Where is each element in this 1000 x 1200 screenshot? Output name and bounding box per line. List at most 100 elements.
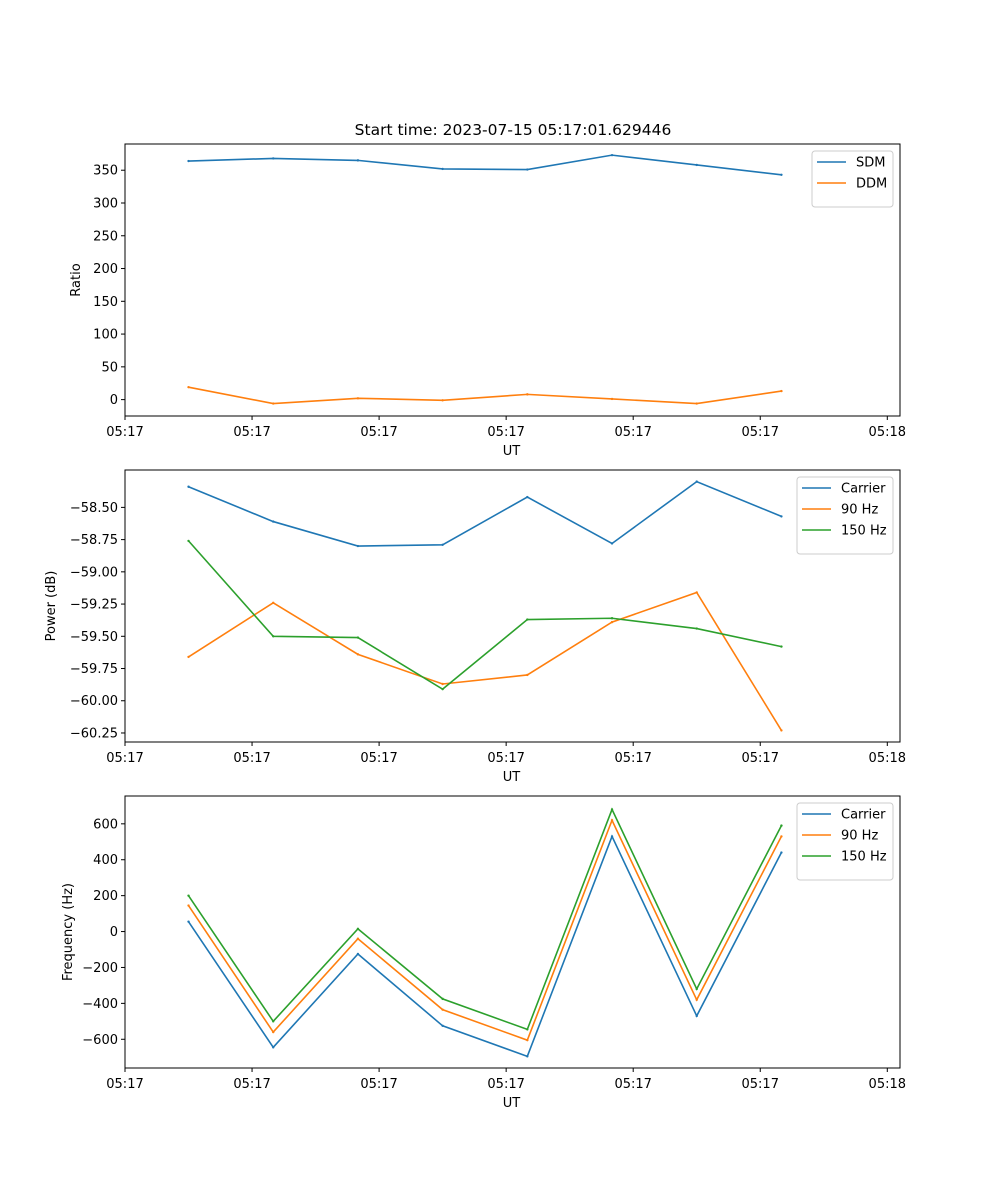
data-point-carrier: [441, 543, 444, 546]
legend-label-90-hz: 90 Hz: [841, 503, 878, 518]
data-point-carrier: [356, 952, 360, 956]
x-tick-label: 05:17: [233, 425, 270, 440]
x-tick-label: 05:17: [742, 1077, 779, 1092]
data-point-carrier: [695, 480, 698, 483]
data-point-150-hz: [526, 618, 529, 621]
x-tick-label: 05:17: [106, 1077, 143, 1092]
data-point-90-hz: [272, 601, 275, 604]
data-point-90-hz: [441, 682, 444, 686]
y-tick-label: 350: [93, 164, 118, 179]
legend: Carrier 90 Hz 150 Hz: [796, 476, 894, 555]
y-tick-label: −400: [82, 997, 118, 1012]
x-tick-label: 05:17: [614, 425, 651, 440]
x-tick-label: 05:18: [869, 1077, 906, 1092]
y-tick-label: 0: [110, 925, 118, 940]
data-point-sdm: [356, 159, 360, 162]
y-tick-label: −59.50: [70, 630, 118, 645]
data-point-150-hz: [780, 645, 783, 648]
legend: Carrier 90 Hz 150 Hz: [796, 802, 894, 881]
figure-title: Start time: 2023-07-15 05:17:01.629446: [355, 121, 672, 139]
data-point-150-hz: [272, 1020, 275, 1023]
data-point-150-hz: [526, 1028, 529, 1031]
series-line-150-hz: [187, 540, 782, 691]
legend-box: [796, 476, 894, 555]
y-tick-label: 250: [93, 229, 118, 244]
data-point-ddm: [610, 397, 614, 401]
legend-box: [811, 150, 894, 208]
legend: SDM DDM: [811, 150, 894, 208]
y-tick-label: −58.50: [70, 501, 118, 516]
data-point-sdm: [695, 163, 698, 167]
y-axis-label: Frequency (Hz): [61, 883, 76, 981]
x-tick-label: 05:17: [614, 1077, 651, 1092]
data-point-ddm: [187, 385, 190, 389]
data-point-150-hz: [187, 539, 190, 543]
data-point-sdm: [272, 157, 275, 160]
x-tick-label: 05:17: [360, 425, 397, 440]
data-point-90-hz: [610, 620, 614, 624]
data-point-90-hz: [780, 729, 783, 732]
legend-label-ddm: DDM: [856, 177, 887, 192]
data-point-90-hz: [695, 998, 698, 1001]
x-tick-label: 05:17: [742, 425, 779, 440]
data-point-ddm: [526, 393, 529, 396]
data-point-carrier: [441, 1024, 444, 1028]
x-tick-label: 05:17: [614, 751, 651, 766]
data-point-carrier: [610, 542, 614, 545]
x-tick-label: 05:17: [233, 1077, 270, 1092]
data-point-carrier: [695, 1014, 698, 1018]
data-point-carrier: [356, 544, 360, 548]
data-point-90-hz: [187, 904, 190, 907]
data-point-90-hz: [441, 1008, 444, 1011]
series-line-150-hz: [187, 807, 783, 1031]
series-line-sdm: [188, 154, 782, 176]
y-tick-label: −59.75: [70, 662, 118, 677]
y-tick-label: −600: [82, 1033, 118, 1048]
data-point-carrier: [526, 495, 529, 499]
data-point-150-hz: [695, 987, 698, 991]
legend-label-sdm: SDM: [856, 156, 885, 171]
data-point-ddm: [695, 402, 698, 405]
axes-frame: [124, 469, 901, 743]
data-point-150-hz: [695, 627, 698, 630]
data-point-90-hz: [780, 835, 783, 838]
data-point-90-hz: [526, 1038, 529, 1042]
data-point-90-hz: [526, 673, 529, 677]
data-point-90-hz: [356, 937, 360, 940]
y-tick-label: 600: [93, 817, 118, 832]
data-point-sdm: [441, 167, 444, 171]
series-line-carrier: [187, 834, 783, 1058]
data-point-ddm: [272, 402, 275, 405]
data-point-carrier: [610, 835, 614, 838]
x-tick-label: 05:17: [360, 1077, 397, 1092]
y-tick-label: 0: [110, 393, 118, 408]
y-tick-label: 200: [93, 262, 118, 277]
y-tick-label: 200: [93, 889, 118, 904]
x-tick-label: 05:17: [360, 751, 397, 766]
data-point-90-hz: [695, 591, 698, 594]
series-line-90-hz: [188, 591, 783, 731]
data-point-ddm: [356, 397, 360, 400]
subplot-3: −600 −400 −200 0 200 400 600 05:17 05:17 05:17 05:…: [61, 795, 906, 1111]
y-axis-label: Power (dB): [44, 571, 59, 642]
y-tick-label: 50: [101, 360, 118, 375]
data-point-150-hz: [187, 894, 190, 897]
data-point-150-hz: [610, 808, 614, 811]
data-point-150-hz: [356, 636, 360, 639]
legend-box: [796, 802, 894, 881]
y-tick-label: 150: [93, 295, 118, 310]
y-tick-label: −60.00: [70, 694, 118, 709]
x-tick-label: 05:17: [742, 751, 779, 766]
data-point-carrier: [187, 485, 190, 488]
data-point-carrier: [526, 1055, 529, 1058]
subplot-2: −60.25 −60.00 −59.75 −59.50 −59.25 −59.00 −58.…: [44, 469, 906, 785]
y-tick-label: −58.75: [70, 533, 118, 548]
y-tick-label: −59.25: [70, 598, 118, 613]
series-line-ddm: [188, 386, 782, 405]
y-tick-label: −200: [82, 961, 118, 976]
axes-frame: [124, 143, 901, 417]
x-tick-label: 05:17: [487, 425, 524, 440]
x-tick-label: 05:17: [487, 1077, 524, 1092]
